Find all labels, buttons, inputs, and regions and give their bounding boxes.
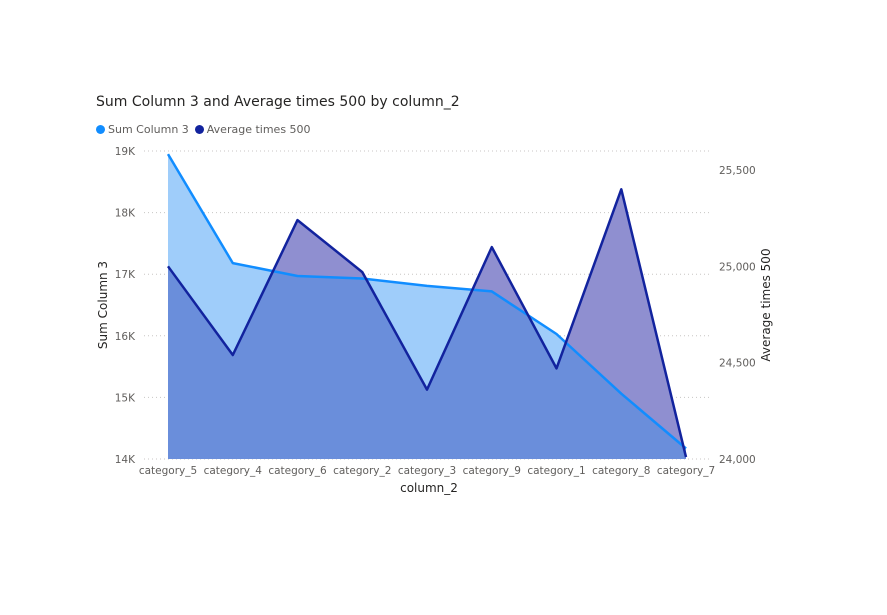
y-tick-label: 18K xyxy=(115,208,136,220)
legend-label-sum-column-3: Sum Column 3 xyxy=(108,123,189,136)
x-tick-label: category_4 xyxy=(204,465,263,477)
x-tick-label: category_9 xyxy=(463,465,521,477)
y-axis-right-ticks: 24,000 24,500 25,000 25,500 xyxy=(719,165,756,466)
y-tick-label: 16K xyxy=(115,331,136,343)
y2-tick-label: 25,000 xyxy=(719,261,756,273)
legend-item-sum-column-3[interactable]: Sum Column 3 xyxy=(96,123,189,136)
legend-item-average-times-500[interactable]: Average times 500 xyxy=(194,123,311,136)
y2-tick-label: 24,500 xyxy=(719,358,756,370)
chart-title: Sum Column 3 and Average times 500 by co… xyxy=(96,94,460,110)
x-tick-label: category_7 xyxy=(657,465,715,477)
legend-marker-sum-column-3 xyxy=(96,125,105,134)
x-tick-label: category_1 xyxy=(527,465,585,477)
x-tick-label: category_6 xyxy=(268,465,327,477)
y2-tick-label: 25,500 xyxy=(719,165,756,177)
legend: Sum Column 3 Average times 500 xyxy=(96,123,317,136)
x-axis-ticks: category_5 category_4 category_6 category_2… xyxy=(139,465,715,477)
y-axis-left-title: Sum Column 3 xyxy=(96,261,110,349)
line-sum-column-3[interactable] xyxy=(166,153,687,450)
line-average-times-500[interactable] xyxy=(166,188,688,458)
y-axis-left-ticks: 14K 15K 16K 17K 18K 19K xyxy=(115,146,136,466)
y-tick-label: 14K xyxy=(115,454,136,466)
y-tick-label: 19K xyxy=(115,146,136,158)
x-tick-label: category_5 xyxy=(139,465,197,477)
x-axis-title: column_2 xyxy=(400,481,458,495)
x-tick-label: category_8 xyxy=(592,465,650,477)
x-tick-label: category_2 xyxy=(333,465,391,477)
legend-marker-average-times-500 xyxy=(194,125,204,134)
y-axis-right-title: Average times 500 xyxy=(759,248,773,361)
y2-tick-label: 24,000 xyxy=(719,454,756,466)
y-tick-label: 17K xyxy=(115,269,136,281)
x-tick-label: category_3 xyxy=(398,465,456,477)
legend-label-average-times-500: Average times 500 xyxy=(206,123,311,136)
y-tick-label: 15K xyxy=(115,392,136,404)
